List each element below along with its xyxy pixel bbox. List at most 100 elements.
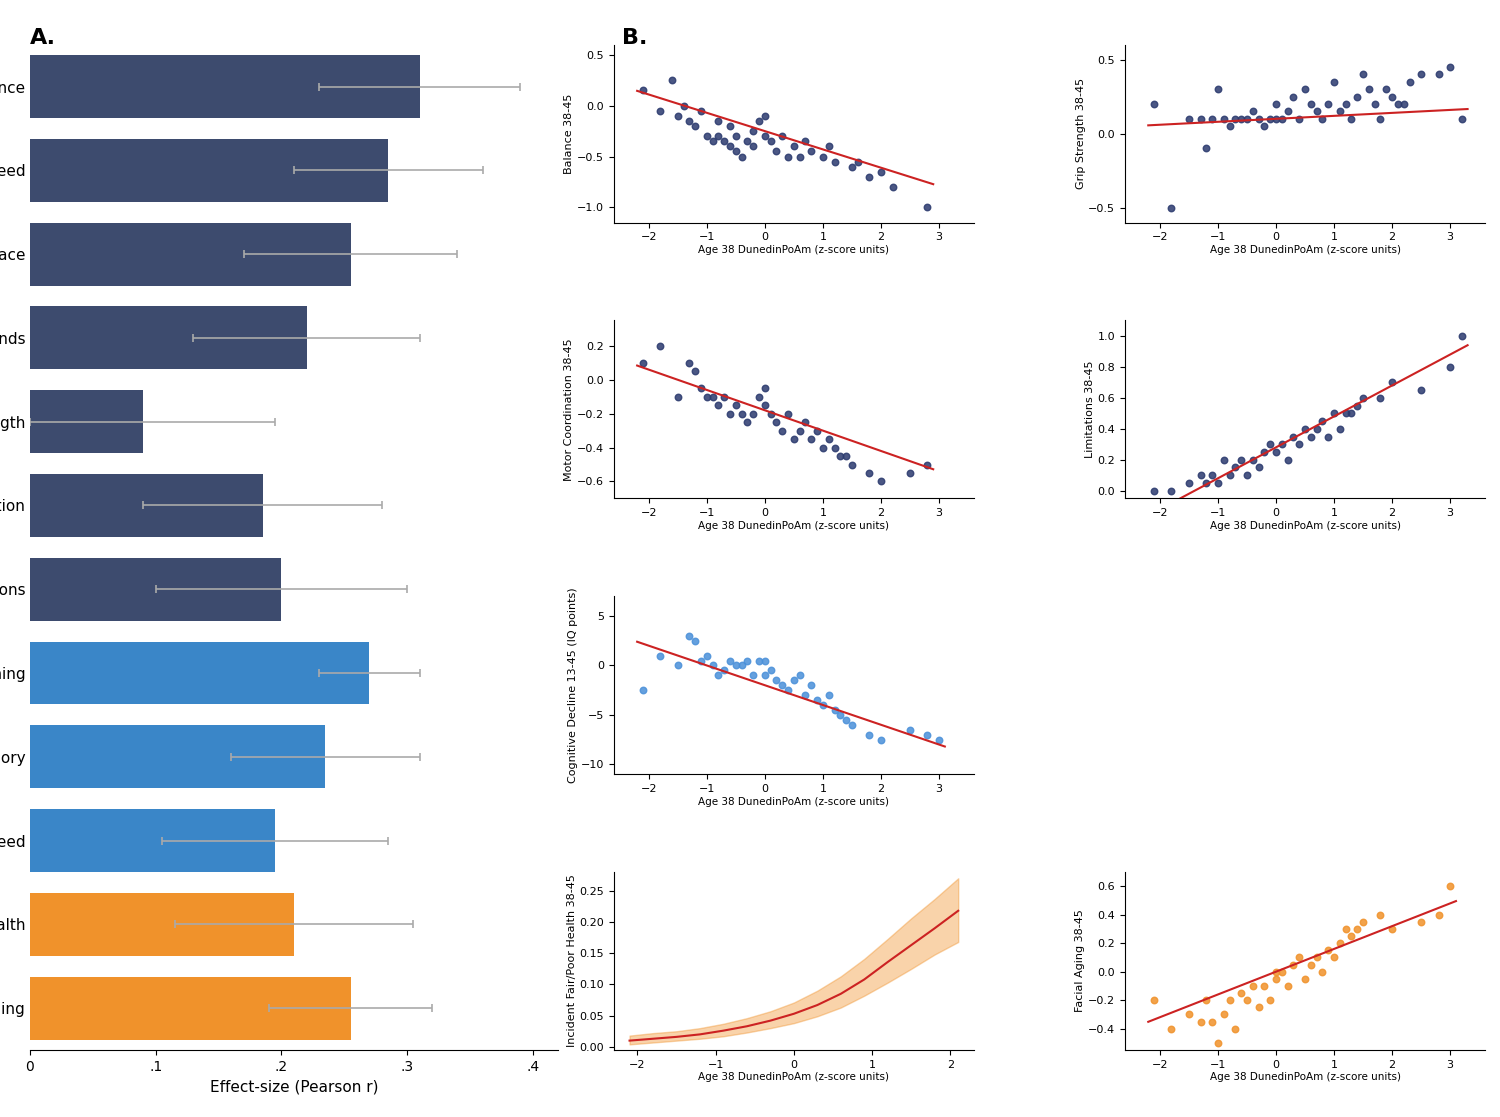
Point xyxy=(735,132,759,150)
Point xyxy=(1368,906,1392,924)
Point xyxy=(1160,199,1184,217)
Point xyxy=(1188,466,1212,484)
Y-axis label: Facial Aging 38-45: Facial Aging 38-45 xyxy=(1076,909,1086,1012)
Point xyxy=(915,726,939,744)
Point xyxy=(1258,109,1282,127)
Point xyxy=(724,127,748,145)
Point xyxy=(1275,451,1299,469)
Text: B.: B. xyxy=(622,28,648,48)
Point xyxy=(782,430,806,448)
Y-axis label: Cognitive Decline 13-45 (IQ points): Cognitive Decline 13-45 (IQ points) xyxy=(568,588,578,783)
Point xyxy=(1408,66,1432,84)
Bar xyxy=(30,55,420,118)
Point xyxy=(1142,481,1166,499)
Point xyxy=(806,691,830,709)
Point xyxy=(747,388,771,405)
Point xyxy=(812,439,836,457)
Point xyxy=(706,397,730,414)
Point xyxy=(718,651,742,669)
Point xyxy=(712,661,736,679)
Point xyxy=(1386,95,1410,113)
Point xyxy=(1392,95,1416,113)
Point xyxy=(1252,443,1276,461)
Point xyxy=(788,147,812,165)
Point xyxy=(765,143,789,161)
Point xyxy=(776,681,800,699)
Point xyxy=(1328,934,1352,952)
Point xyxy=(858,464,882,481)
Point xyxy=(800,430,824,448)
Point xyxy=(1293,970,1317,987)
Point xyxy=(1264,970,1288,987)
Point xyxy=(782,671,806,689)
Point xyxy=(648,647,672,665)
Bar xyxy=(30,641,369,705)
Y-axis label: Motor Coordination 38-45: Motor Coordination 38-45 xyxy=(564,338,574,480)
Point xyxy=(828,706,852,724)
Point xyxy=(632,82,656,99)
Point xyxy=(812,696,836,714)
Point xyxy=(1160,481,1184,499)
Y-axis label: Incident Fair/Poor Health 38-45: Incident Fair/Poor Health 38-45 xyxy=(567,875,576,1048)
Point xyxy=(1408,381,1432,399)
Point xyxy=(794,132,818,150)
Point xyxy=(794,413,818,431)
Point xyxy=(666,657,690,675)
Point xyxy=(729,657,753,675)
Point xyxy=(816,430,840,448)
Point xyxy=(632,354,656,372)
Point xyxy=(1346,920,1370,938)
Point xyxy=(1305,103,1329,121)
Point xyxy=(1450,327,1474,345)
Point xyxy=(759,404,783,422)
Point xyxy=(1362,95,1386,113)
Point xyxy=(834,710,858,728)
Point xyxy=(800,143,824,161)
Point xyxy=(794,686,818,704)
Point xyxy=(1194,140,1218,157)
Point xyxy=(1322,404,1346,422)
Point xyxy=(688,651,712,669)
Point xyxy=(1311,963,1335,981)
Bar xyxy=(30,306,306,370)
Point xyxy=(1218,466,1242,484)
Point xyxy=(1368,109,1392,127)
Point xyxy=(1305,948,1329,966)
Point xyxy=(1240,451,1264,469)
Bar xyxy=(30,557,282,621)
Point xyxy=(771,422,795,440)
Point xyxy=(1188,1013,1212,1031)
Point xyxy=(700,388,724,405)
Point xyxy=(1287,436,1311,454)
Point xyxy=(1142,95,1166,113)
Point xyxy=(1228,451,1252,469)
Point xyxy=(1438,877,1462,895)
Point xyxy=(1264,109,1288,127)
Point xyxy=(1299,95,1323,113)
Point xyxy=(1194,991,1218,1009)
Point xyxy=(741,137,765,155)
Point xyxy=(753,667,777,685)
Point xyxy=(858,726,882,744)
Point xyxy=(868,731,892,748)
Point xyxy=(1334,920,1358,938)
Point xyxy=(1311,412,1335,430)
Point xyxy=(682,362,706,380)
Point xyxy=(1200,109,1224,127)
Point xyxy=(1380,87,1404,105)
Point xyxy=(1264,95,1288,113)
Point xyxy=(1340,404,1364,422)
Y-axis label: Grip Strength 38-45: Grip Strength 38-45 xyxy=(1076,78,1086,189)
X-axis label: Age 38 DunedinPoAm (z-score units): Age 38 DunedinPoAm (z-score units) xyxy=(699,245,889,255)
Point xyxy=(759,132,783,150)
Point xyxy=(1246,109,1270,127)
Point xyxy=(1142,991,1166,1009)
Point xyxy=(1352,389,1376,407)
Point xyxy=(718,117,742,135)
Point xyxy=(741,404,765,422)
Point xyxy=(868,163,892,181)
Point xyxy=(788,667,812,685)
Point xyxy=(1311,109,1335,127)
Point xyxy=(880,178,904,195)
Point xyxy=(1234,109,1258,127)
